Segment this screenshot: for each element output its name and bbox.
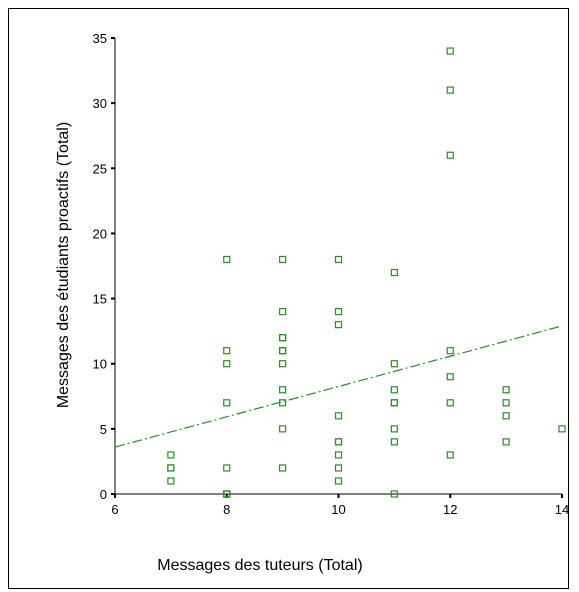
data-point — [279, 334, 287, 342]
x-tick-label: 8 — [223, 502, 230, 517]
x-tick-label: 10 — [331, 502, 345, 517]
data-point — [279, 347, 287, 355]
data-point — [446, 373, 454, 381]
data-point — [279, 334, 287, 342]
data-point — [223, 347, 231, 355]
data-point — [390, 425, 398, 433]
data-point — [390, 438, 398, 446]
data-point — [279, 386, 287, 394]
fit-line-layer — [114, 325, 563, 448]
data-point — [223, 490, 231, 498]
data-point — [334, 438, 343, 446]
data-point — [167, 464, 175, 472]
data-point — [390, 399, 398, 407]
data-point — [223, 399, 231, 407]
data-point — [334, 308, 343, 316]
data-point — [390, 268, 398, 277]
fit-line — [114, 325, 563, 448]
y-axis-title: Messages des étudiants proactifs (Total) — [55, 122, 72, 408]
data-point — [446, 451, 454, 459]
data-point — [502, 399, 510, 407]
y-tick-label: 30 — [93, 96, 107, 111]
chart-frame — [8, 8, 569, 589]
data-point — [167, 464, 175, 472]
y-tick-label: 10 — [93, 357, 107, 372]
data-point — [279, 425, 287, 433]
data-point — [390, 399, 398, 407]
data-point — [446, 47, 454, 55]
x-tick-label: 12 — [443, 502, 457, 517]
data-point — [558, 425, 566, 433]
tick-labels: 0 5 10 15 20 25 30 35 6 8 10 12 14 — [93, 31, 570, 517]
data-point — [446, 347, 454, 355]
x-axis-title: Messages des tuteurs (Total) — [157, 557, 362, 574]
data-point — [334, 438, 343, 446]
x-tick-label: 14 — [555, 502, 569, 517]
data-point — [334, 255, 343, 264]
data-point — [223, 255, 231, 264]
data-point — [334, 464, 343, 472]
data-point — [279, 464, 287, 472]
data-point — [390, 360, 398, 368]
data-points — [167, 47, 566, 498]
axes — [111, 37, 563, 498]
data-point — [334, 321, 343, 329]
x-tick-label: 6 — [111, 502, 118, 517]
data-point — [223, 464, 231, 472]
y-tick-label: 35 — [93, 31, 107, 46]
y-tick-label: 15 — [93, 292, 107, 307]
data-point — [167, 477, 175, 485]
data-point — [279, 360, 287, 368]
data-point — [223, 360, 231, 368]
data-point — [334, 451, 343, 459]
y-tick-label: 25 — [93, 161, 107, 176]
data-point — [502, 438, 510, 446]
data-point — [446, 86, 454, 94]
data-point — [334, 477, 343, 485]
data-point — [279, 399, 287, 407]
data-point — [279, 255, 287, 264]
y-tick-label: 5 — [100, 422, 107, 437]
data-point — [279, 347, 287, 355]
data-point — [279, 308, 287, 316]
data-point — [502, 386, 510, 394]
data-point — [502, 412, 510, 420]
data-point — [390, 386, 398, 394]
y-tick-label: 20 — [93, 226, 107, 241]
data-point — [167, 451, 175, 459]
data-point — [446, 151, 454, 159]
data-point — [446, 399, 454, 407]
data-point — [334, 412, 343, 420]
y-tick-label: 0 — [100, 487, 107, 502]
data-point — [390, 490, 398, 498]
